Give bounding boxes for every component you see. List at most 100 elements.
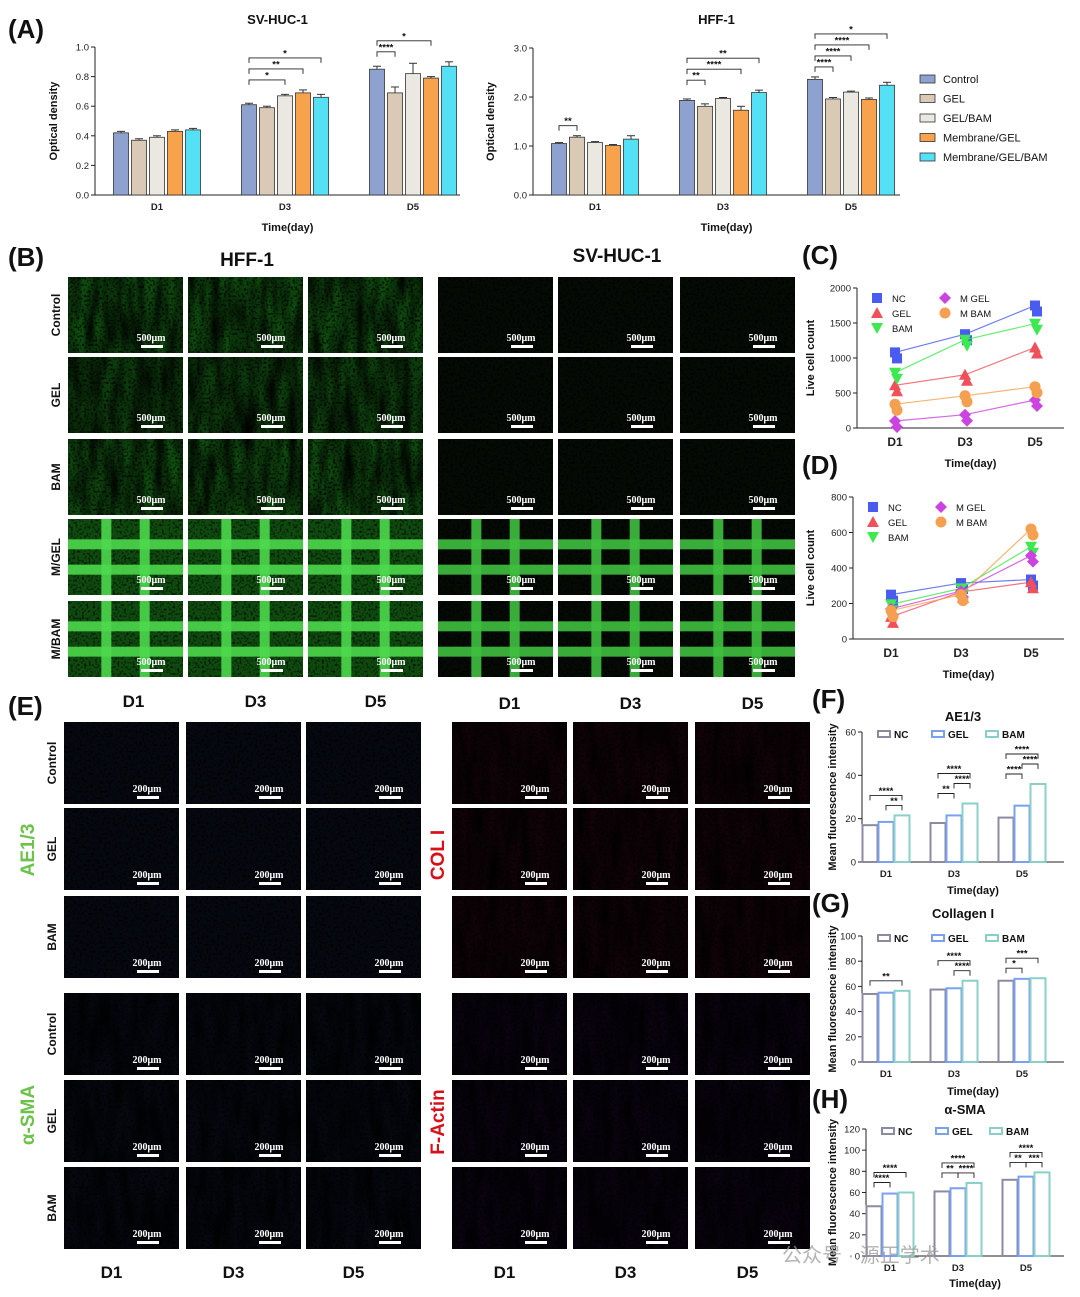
factin-micrograph: 200μm [573, 1080, 688, 1162]
legend-a-swatch [919, 94, 936, 103]
scaffold-strut [308, 646, 423, 657]
H-y-label: Mean fluorescence intensity [827, 1118, 839, 1266]
micrograph-specks [64, 993, 179, 1075]
scale-bar-label: 200μm [521, 1055, 551, 1066]
col1-micrograph: 200μm [695, 722, 810, 804]
H-bar [1033, 1171, 1051, 1258]
A1-ytick-label: 0.4 [76, 131, 89, 142]
F-bar [1013, 804, 1031, 864]
panel-letter-h: (H) [812, 1084, 848, 1114]
H-bar [965, 1181, 983, 1257]
col-label-e-top-left: D3 [245, 692, 267, 711]
A1-ytick-label: 0.6 [76, 102, 89, 113]
hff-micrograph: 500μm [188, 519, 303, 595]
micrograph-specks [188, 357, 303, 433]
hff-micrograph: 500μm [308, 439, 423, 515]
factin-micrograph: 200μm [573, 1167, 688, 1249]
sma-micrograph: 200μm [64, 1080, 179, 1162]
scale-bar-label: 200μm [255, 958, 285, 969]
A1-bar [423, 77, 439, 196]
micrograph-specks [680, 519, 795, 595]
col-label-e-bottom-right: D3 [615, 1263, 637, 1282]
G-xtick-label: D3 [948, 1069, 960, 1080]
scale-bar [753, 425, 775, 428]
scaffold-strut [558, 621, 673, 632]
D-point-rep [1027, 582, 1039, 594]
scaffold-strut [751, 601, 762, 677]
scaffold-strut [188, 564, 303, 575]
scale-bar-label: 500μm [257, 657, 287, 668]
scaffold-strut [188, 646, 303, 657]
F-sig-bracket [1021, 763, 1039, 769]
H-sig-label: **** [883, 1163, 898, 1174]
col-label-e-top-left: D1 [123, 692, 145, 711]
H-legend-swatch [989, 1127, 1003, 1135]
A2-sig-bracket [814, 55, 852, 61]
factin-micrograph: 200μm [695, 1080, 810, 1162]
F-legend-label: GEL [948, 730, 969, 741]
A2-sig-bracket [686, 79, 706, 86]
hff-micrograph: 500μm [308, 357, 423, 433]
ae13-micrograph: 200μm [306, 722, 421, 804]
scale-bar [511, 587, 533, 590]
A1-ytick-label: 0.0 [76, 191, 89, 202]
legend-a-swatch [919, 133, 936, 142]
A2-xtick-label: D5 [845, 202, 858, 213]
scale-bar [141, 507, 163, 510]
A2-bar [569, 136, 585, 196]
ae13-micrograph: 200μm [64, 896, 179, 978]
D-ytick-label: 400 [831, 564, 847, 575]
C-y-label: Live cell count [805, 319, 817, 396]
micrograph-specks [308, 601, 423, 677]
D-legend-marker [935, 501, 947, 513]
A1-ytick-label: 0.8 [76, 72, 89, 83]
G-bar [1013, 977, 1031, 1064]
scaffold-strut [221, 601, 232, 677]
F-ytick-label: 60 [845, 728, 856, 739]
ae13-micrograph: 200μm [64, 808, 179, 890]
C-legend-marker [871, 307, 883, 318]
stain-label-factin: F-Actin [428, 1089, 449, 1154]
G-legend-swatch [985, 934, 999, 942]
A2-sig-label: * [849, 24, 853, 35]
chart-A1: 0.0 0.2 0.4 0.6 0.8 1.0 SV-HUC-1 Time(day) Optic… [48, 12, 460, 234]
scaffold-strut [509, 601, 520, 677]
scale-bar [646, 882, 668, 885]
H-legend-label: NC [898, 1127, 912, 1138]
scaffold-strut [558, 646, 673, 657]
C-point [960, 329, 970, 340]
scale-bar-label: 200μm [764, 1142, 794, 1153]
scaffold-strut [101, 601, 112, 677]
sma-micrograph: 200μm [64, 1167, 179, 1249]
panel-letter-e: (E) [8, 691, 43, 721]
micrograph-specks [308, 519, 423, 595]
scale-bar [261, 345, 283, 348]
H-xtick-label: D1 [884, 1263, 897, 1274]
C-point-rep [961, 340, 973, 352]
H-bar [1001, 1178, 1019, 1258]
F-bar [877, 820, 895, 864]
micrograph-specks [695, 896, 810, 978]
A2-sig-label: **** [826, 46, 841, 57]
C-legend-label: M BAM [960, 309, 991, 320]
D-ytick-label: 200 [831, 599, 847, 610]
scale-bar [381, 425, 403, 428]
G-legend-label: GEL [948, 934, 969, 945]
scale-bar [768, 1067, 790, 1070]
scale-bar [646, 1241, 668, 1244]
F-legend-label: NC [894, 730, 908, 741]
H-ytick-label: 0 [855, 1252, 860, 1263]
H-sig-label: **** [1019, 1143, 1034, 1154]
scale-bar-label: 200μm [375, 1142, 405, 1153]
A2-bar [697, 105, 713, 196]
A2-y-label: Optical density [485, 81, 497, 161]
A2-sig-label: ** [692, 71, 700, 82]
scaffold-strut [558, 539, 673, 550]
svhuc-micrograph: 500μm [558, 601, 673, 677]
scale-bar-label: 200μm [521, 1229, 551, 1240]
scale-bar-label: 500μm [377, 657, 407, 668]
H-legend-swatch [935, 1127, 949, 1135]
A2-bar [551, 143, 567, 196]
scale-bar [141, 345, 163, 348]
scaffold-strut [101, 519, 112, 595]
